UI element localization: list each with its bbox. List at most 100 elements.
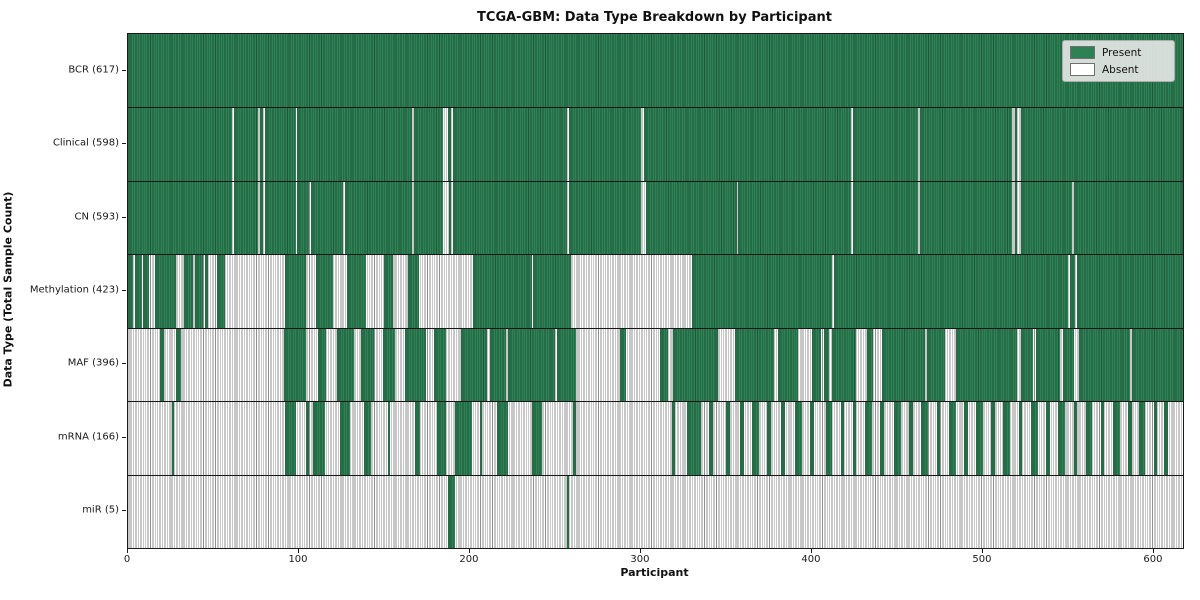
- present-cells-segment: [735, 327, 775, 402]
- present-cells-segment: [834, 254, 1069, 328]
- present-cells-segment: [825, 401, 833, 475]
- present-cells-segment: [434, 327, 447, 402]
- present-cells-segment: [531, 401, 542, 475]
- present-cells-segment: [264, 107, 296, 181]
- present-cells-segment: [1128, 401, 1132, 475]
- present-cells-segment: [823, 327, 830, 402]
- present-cells-segment: [671, 401, 676, 475]
- present-cells-segment: [447, 107, 452, 181]
- legend-entry-present: Present: [1070, 46, 1166, 59]
- present-cells-segment: [1073, 401, 1077, 475]
- heatmap-row-maf: [128, 327, 1183, 402]
- y-tick-label-bcr: BCR (617): [68, 64, 119, 76]
- present-cells-segment: [128, 107, 233, 181]
- present-cells-segment: [767, 401, 771, 475]
- present-cells-segment: [794, 401, 802, 475]
- present-cells-segment: [175, 327, 181, 402]
- present-cells-segment: [336, 327, 354, 402]
- y-tick-mark: [122, 363, 126, 365]
- x-tick-label: 400: [801, 554, 821, 565]
- present-cells-segment: [382, 327, 395, 402]
- present-cells-segment: [909, 401, 913, 475]
- present-cells-segment: [726, 401, 730, 475]
- present-cells-segment: [852, 107, 918, 181]
- present-cells-segment: [413, 180, 443, 255]
- present-cells-segment: [497, 401, 508, 475]
- present-cells-segment: [894, 401, 901, 475]
- heatmap-row-bcr: [128, 34, 1183, 108]
- present-cells-segment: [852, 180, 918, 255]
- present-cells-segment: [473, 254, 532, 328]
- present-cells-segment: [1063, 327, 1074, 402]
- heatmap-row-mir: [128, 474, 1183, 548]
- present-cells-segment: [1073, 180, 1183, 255]
- present-cells-segment: [569, 107, 641, 181]
- present-cells-segment: [740, 401, 744, 475]
- present-cells-segment: [310, 180, 344, 255]
- y-tick-label-maf: MAF (396): [67, 357, 119, 369]
- present-cells-segment: [1131, 327, 1183, 402]
- y-tick-label-clinical: Clinical (598): [52, 137, 119, 149]
- present-cells-segment: [408, 254, 419, 328]
- y-tick-mark: [122, 216, 126, 218]
- present-cells-segment: [738, 180, 852, 255]
- present-cells-segment: [1020, 180, 1072, 255]
- present-cells-segment: [449, 180, 452, 255]
- present-cells-segment: [567, 474, 570, 548]
- present-cells-segment: [490, 327, 506, 402]
- x-tick-mark: [127, 548, 128, 553]
- present-cells-segment: [1020, 107, 1183, 181]
- present-cells-segment: [437, 401, 447, 475]
- present-cells-segment: [387, 401, 390, 475]
- present-cells-segment: [1085, 401, 1093, 475]
- present-cells-segment: [533, 254, 571, 328]
- legend: Present Absent: [1062, 40, 1175, 82]
- present-cells-segment: [384, 254, 394, 328]
- present-cells-segment: [345, 180, 412, 255]
- legend-swatch-present: [1070, 46, 1095, 59]
- present-cells-segment: [346, 254, 366, 328]
- present-cells-segment: [572, 401, 576, 475]
- present-cells-segment: [128, 254, 134, 328]
- present-cells-segment: [644, 107, 852, 181]
- row-separator: [128, 254, 1183, 256]
- present-cells-segment: [948, 401, 956, 475]
- present-cells-segment: [926, 327, 946, 402]
- row-separator: [128, 401, 1183, 403]
- present-cells-segment: [620, 327, 626, 402]
- present-cells-segment: [259, 180, 264, 255]
- present-cells-segment: [752, 401, 759, 475]
- heatmap-row-mrna: [128, 401, 1183, 475]
- present-cells-segment: [882, 327, 925, 402]
- present-cells-segment: [936, 401, 941, 475]
- present-cells-segment: [781, 401, 785, 475]
- chart-title: TCGA-GBM: Data Type Breakdown by Partici…: [477, 10, 832, 25]
- present-cells-segment: [692, 254, 833, 328]
- present-cells-segment: [285, 401, 296, 475]
- y-tick-mark: [122, 436, 126, 438]
- present-cells-segment: [964, 401, 968, 475]
- present-cells-segment: [1076, 254, 1183, 328]
- present-cells-segment: [259, 107, 264, 181]
- present-cells-segment: [1035, 327, 1060, 402]
- present-cells-segment: [1164, 401, 1168, 475]
- present-cells-segment: [687, 401, 701, 475]
- present-cells-segment: [134, 254, 142, 328]
- y-tick-mark: [122, 69, 126, 71]
- present-cells-segment: [264, 180, 296, 255]
- present-cells-segment: [1078, 327, 1130, 402]
- x-tick-mark: [639, 548, 641, 553]
- present-cells-segment: [866, 327, 874, 402]
- row-separator: [128, 327, 1183, 329]
- present-cells-segment: [452, 180, 568, 255]
- present-cells-segment: [447, 474, 455, 548]
- present-cells-segment: [461, 327, 488, 402]
- present-cells-segment: [507, 327, 556, 402]
- x-tick-mark: [1152, 548, 1154, 553]
- present-cells-segment: [155, 254, 176, 328]
- present-cells-segment: [234, 180, 258, 255]
- present-cells-segment: [405, 327, 426, 402]
- present-cells-segment: [312, 401, 325, 475]
- present-cells-segment: [921, 401, 929, 475]
- present-cells-segment: [1030, 401, 1038, 475]
